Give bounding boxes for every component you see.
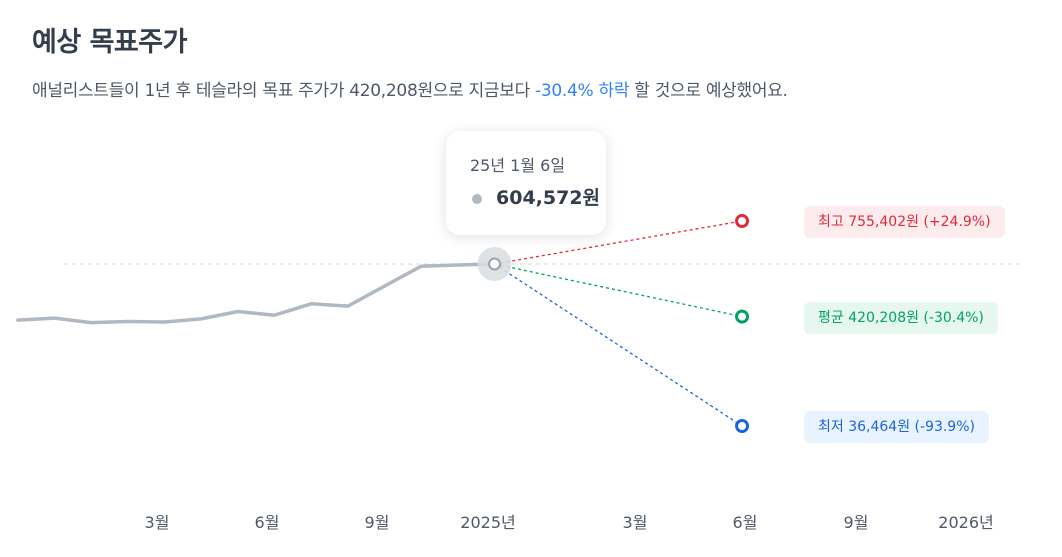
tooltip-date: 25년 1월 6일: [470, 156, 566, 175]
max-target-badge: 최고 755,402원 (+24.9%): [804, 206, 1005, 238]
x-tick-label: 9월: [364, 513, 390, 532]
summary-highlight: -30.4% 하락: [535, 81, 630, 101]
avg-target-point: [735, 309, 750, 324]
x-tick-label: 9월: [843, 513, 869, 532]
price-tooltip: 25년 1월 6일 604,572원: [446, 131, 606, 235]
avg-target-badge: 평균 420,208원 (-30.4%): [804, 302, 998, 334]
summary-text-after: 할 것으로 예상했어요.: [629, 81, 788, 101]
min-projection-line: [494, 263, 743, 427]
min-target-point: [735, 419, 750, 433]
page-title: 예상 목표주가: [32, 27, 187, 58]
x-tick-label: 3월: [144, 513, 170, 532]
tooltip-price: 604,572원: [496, 187, 601, 209]
max-target-point: [735, 213, 750, 228]
avg-projection-line: [494, 263, 743, 318]
x-tick-label: 6월: [732, 513, 758, 532]
price-history-line: [16, 262, 497, 325]
x-tick-label: 6월: [254, 513, 280, 532]
min-target-badge: 최저 36,464원 (-93.9%): [804, 411, 989, 443]
x-tick-label: 2026년: [938, 513, 994, 532]
summary-text: 애널리스트들이 1년 후 테슬라의 목표 주가가 420,208원으로 지금보다…: [32, 76, 788, 101]
x-tick-label: 3월: [622, 513, 648, 532]
summary-text-before: 애널리스트들이 1년 후 테슬라의 목표 주가가 420,208원으로 지금보다: [32, 81, 536, 101]
x-tick-label: 2025년: [460, 513, 516, 532]
tooltip-dot: [472, 194, 482, 204]
highlight-point: [488, 257, 502, 271]
